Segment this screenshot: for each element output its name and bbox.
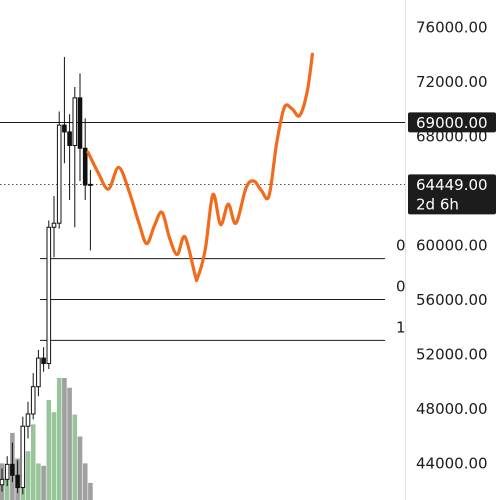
y-tick-label: 60000.00 (416, 237, 488, 255)
y-tick-label: 52000.00 (416, 346, 488, 364)
candle (77, 73, 83, 181)
volume-bar (82, 463, 88, 500)
candle (51, 195, 57, 258)
y-tick-label: 48000.00 (416, 400, 488, 418)
volume-bar (46, 399, 52, 500)
candle (88, 170, 93, 251)
volume-bar (56, 378, 62, 500)
projection-path (86, 52, 314, 283)
candle (25, 401, 31, 439)
price-tag-label: 64449.00 (416, 176, 488, 194)
resistance-price-tag: 69000.00 (408, 112, 496, 133)
volume-bar (67, 387, 72, 500)
level-label: 0 (396, 237, 406, 255)
candle (67, 114, 72, 201)
y-tick-label: 56000.00 (416, 291, 488, 309)
level-label: 1 (396, 318, 406, 336)
countdown-label: 2d 6h (416, 195, 459, 213)
candle (41, 347, 46, 372)
marked-levels: 0 0 1 (40, 237, 406, 341)
candle (20, 416, 26, 495)
candle (56, 111, 62, 229)
candle (4, 456, 10, 487)
volume-bar (41, 465, 46, 500)
y-tick-label: 44000.00 (416, 455, 488, 473)
candle (46, 220, 52, 369)
volume-bar (62, 378, 67, 500)
volume-bar (51, 412, 57, 500)
candle (0, 468, 5, 492)
candle (82, 118, 88, 201)
candle (10, 442, 15, 483)
level-label: 0 (396, 278, 406, 296)
candle (15, 460, 20, 493)
y-tick-label: 72000.00 (416, 73, 488, 91)
volume-bar (72, 414, 78, 500)
volume-bar (36, 463, 41, 500)
volume-bars (0, 378, 93, 500)
candle (36, 349, 41, 397)
candle (30, 373, 36, 420)
candle (72, 86, 78, 228)
candle (62, 56, 67, 164)
volume-bar (25, 451, 31, 500)
volume-bar (88, 482, 93, 500)
volume-bar (77, 436, 83, 500)
y-tick-label: 76000.00 (416, 19, 488, 37)
price-axis-ticks: 76000.0072000.0068000.0060000.0056000.00… (416, 19, 488, 473)
candlesticks (0, 56, 93, 495)
volume-bar (30, 424, 36, 500)
projection-line (86, 52, 314, 283)
horizontal-price-lines (0, 122, 405, 185)
volume-bar (4, 478, 10, 500)
price-tag-label: 69000.00 (416, 114, 488, 132)
